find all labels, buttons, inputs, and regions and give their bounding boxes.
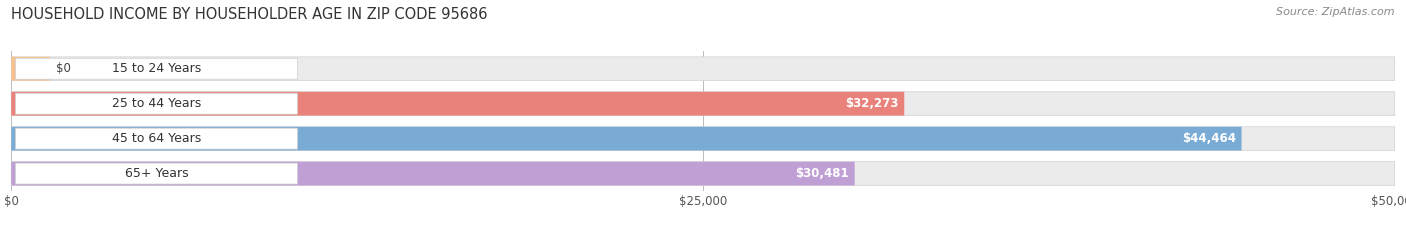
Text: $44,464: $44,464 bbox=[1182, 132, 1236, 145]
FancyBboxPatch shape bbox=[11, 57, 51, 81]
Text: $30,481: $30,481 bbox=[796, 167, 849, 180]
FancyBboxPatch shape bbox=[15, 163, 298, 184]
Text: $0: $0 bbox=[55, 62, 70, 75]
FancyBboxPatch shape bbox=[11, 162, 855, 185]
Text: 15 to 24 Years: 15 to 24 Years bbox=[112, 62, 201, 75]
FancyBboxPatch shape bbox=[11, 57, 1395, 81]
Text: 45 to 64 Years: 45 to 64 Years bbox=[112, 132, 201, 145]
Text: 25 to 44 Years: 25 to 44 Years bbox=[112, 97, 201, 110]
FancyBboxPatch shape bbox=[15, 93, 298, 114]
Text: HOUSEHOLD INCOME BY HOUSEHOLDER AGE IN ZIP CODE 95686: HOUSEHOLD INCOME BY HOUSEHOLDER AGE IN Z… bbox=[11, 7, 488, 22]
FancyBboxPatch shape bbox=[11, 127, 1241, 151]
Text: Source: ZipAtlas.com: Source: ZipAtlas.com bbox=[1277, 7, 1395, 17]
FancyBboxPatch shape bbox=[11, 92, 904, 116]
FancyBboxPatch shape bbox=[11, 92, 1395, 116]
Text: 65+ Years: 65+ Years bbox=[125, 167, 188, 180]
FancyBboxPatch shape bbox=[11, 162, 1395, 185]
FancyBboxPatch shape bbox=[11, 127, 1395, 151]
Text: $32,273: $32,273 bbox=[845, 97, 898, 110]
FancyBboxPatch shape bbox=[15, 58, 298, 79]
FancyBboxPatch shape bbox=[15, 128, 298, 149]
